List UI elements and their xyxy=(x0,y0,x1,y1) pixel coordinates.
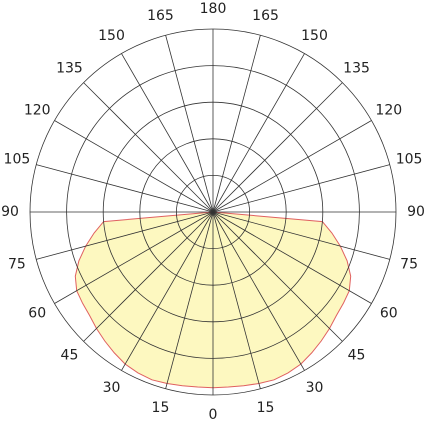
angle-label: 135 xyxy=(343,60,370,76)
angle-label: 105 xyxy=(4,151,31,167)
angle-label: 30 xyxy=(103,380,121,396)
spoke xyxy=(212,211,390,260)
spoke xyxy=(54,120,214,213)
spoke xyxy=(212,82,343,213)
angle-label: 165 xyxy=(147,8,174,24)
angle-label: 150 xyxy=(301,28,328,44)
angle-label: 75 xyxy=(8,257,26,273)
spoke xyxy=(212,35,261,213)
spoke xyxy=(36,211,214,260)
spoke xyxy=(121,211,214,371)
spoke xyxy=(212,53,305,213)
angle-label: 45 xyxy=(348,348,366,364)
angle-label: 135 xyxy=(56,60,83,76)
spoke xyxy=(212,120,372,213)
spoke xyxy=(165,211,214,389)
angle-label: 15 xyxy=(152,400,170,416)
angle-label: 165 xyxy=(252,8,279,24)
angle-label: 75 xyxy=(400,257,418,273)
spoke xyxy=(212,211,305,371)
angle-label: 150 xyxy=(98,28,125,44)
spoke xyxy=(121,53,214,213)
angle-label: 90 xyxy=(1,204,19,220)
angle-label: 60 xyxy=(28,306,46,322)
angle-label: 105 xyxy=(396,151,423,167)
angle-label: 15 xyxy=(257,400,275,416)
spoke xyxy=(83,211,214,342)
spoke xyxy=(212,211,261,389)
angle-label: 60 xyxy=(380,306,398,322)
spoke xyxy=(83,82,214,213)
angle-label: 30 xyxy=(306,380,324,396)
spoke xyxy=(212,164,390,213)
angle-label: 0 xyxy=(209,407,218,423)
angle-label: 90 xyxy=(407,204,425,220)
angle-label: 120 xyxy=(24,103,51,119)
angle-label: 120 xyxy=(375,103,402,119)
spoke xyxy=(54,211,214,304)
spoke xyxy=(36,164,214,213)
angle-label: 45 xyxy=(61,348,79,364)
spoke xyxy=(212,211,343,342)
spoke xyxy=(212,211,372,304)
angle-label: 180 xyxy=(200,1,227,17)
spoke xyxy=(165,35,214,213)
